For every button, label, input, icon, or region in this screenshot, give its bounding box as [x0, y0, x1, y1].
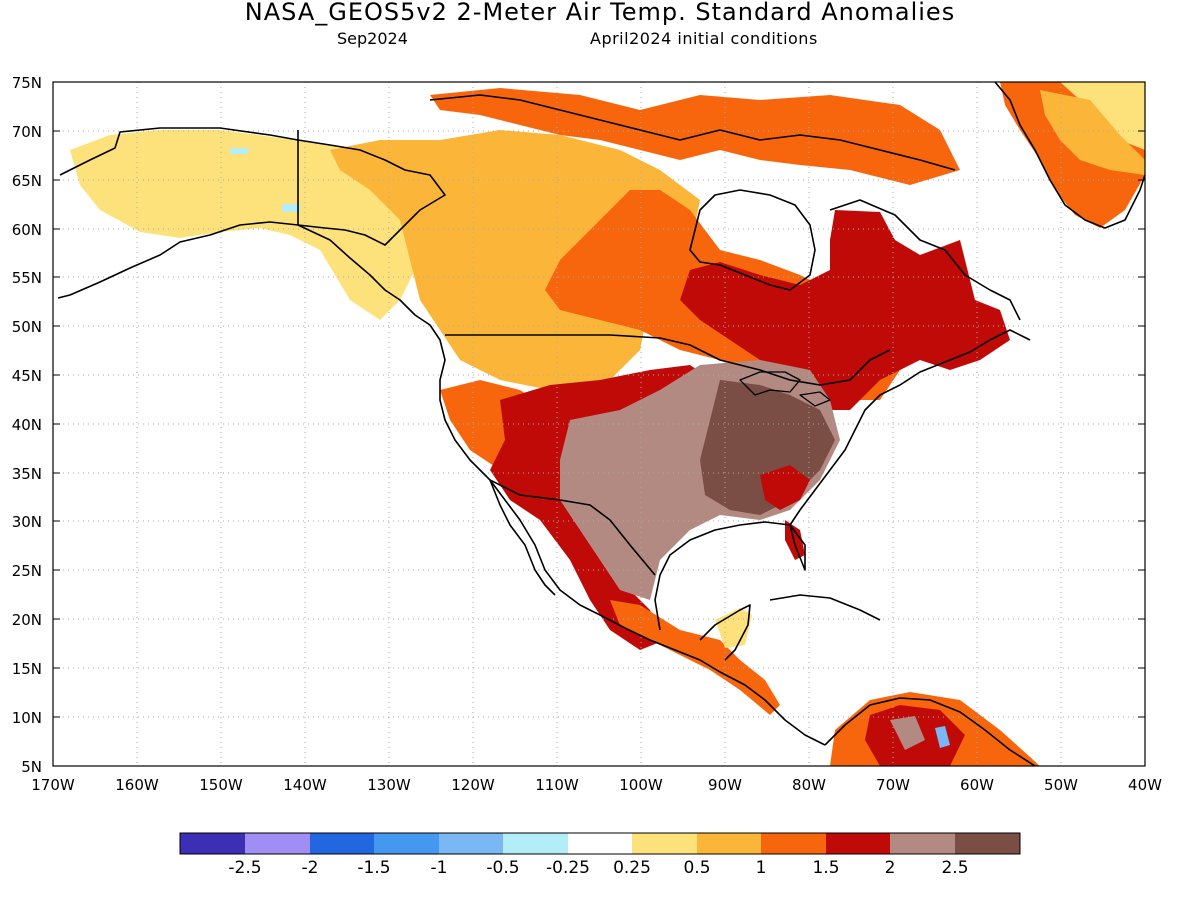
lat-label: 60N	[12, 221, 42, 239]
lat-label: 75N	[12, 74, 42, 92]
colorbar-frame	[179, 832, 1021, 855]
colorbar-label: 1	[756, 858, 767, 878]
lat-label: 10N	[12, 709, 42, 727]
coast-hudson-bay	[689, 189, 816, 291]
colorbar-swatch	[439, 833, 503, 854]
colorbar-swatch	[568, 833, 632, 854]
colorbar-swatch	[503, 833, 568, 854]
field-canada-orange	[330, 130, 700, 390]
lon-label: 130W	[367, 776, 411, 794]
lat-label: 50N	[12, 318, 42, 336]
lat-label: 70N	[12, 123, 42, 141]
longitude-labels: 170W 160W 150W 140W 130W 120W 110W 100W …	[31, 776, 1162, 794]
coast-arctic-islands	[429, 94, 956, 171]
border-us-canada	[445, 334, 891, 386]
colorbar-label: 2	[885, 858, 896, 878]
lon-label: 40W	[1128, 776, 1162, 794]
lat-label: 65N	[12, 172, 42, 190]
colorbar-swatch	[374, 833, 439, 854]
lon-label: 120W	[451, 776, 495, 794]
great-lakes	[739, 371, 831, 407]
lat-label: 30N	[12, 513, 42, 531]
lat-label: 40N	[12, 416, 42, 434]
colorbar-label: 0.25	[613, 858, 651, 878]
latitude-labels: 75N 70N 65N 60N 55N 50N 45N 40N 35N 30N …	[12, 74, 42, 776]
colorbar: -2.5 -2 -1.5 -1 -0.5 -0.25 0.25 0.5 1 1.…	[179, 832, 1021, 878]
colorbar-label: 1.5	[812, 858, 839, 878]
field-yucatan-yellow	[715, 608, 752, 648]
lon-label: 140W	[283, 776, 327, 794]
coast-gulf-mexico	[654, 521, 806, 631]
colorbar-swatch	[632, 833, 697, 854]
colorbar-swatch	[955, 833, 1020, 854]
field-s-america-tan	[890, 716, 925, 750]
lat-label: 55N	[12, 269, 42, 287]
coast-labrador	[829, 199, 1021, 321]
lat-label: 45N	[12, 367, 42, 385]
lon-label: 160W	[115, 776, 159, 794]
colorbar-swatch	[180, 833, 245, 854]
lon-label: 70W	[876, 776, 910, 794]
field-florida-red	[785, 520, 805, 560]
map-title: NASA_GEOS5v2 2-Meter Air Temp. Standard …	[244, 0, 956, 26]
lon-label: 170W	[31, 776, 75, 794]
lon-label: 50W	[1044, 776, 1078, 794]
lat-label: 35N	[12, 465, 42, 483]
lat-label: 5N	[21, 758, 42, 776]
graticule	[53, 82, 1145, 766]
colorbar-label: -0.5	[486, 858, 519, 878]
field-alaska-cold-2	[282, 204, 300, 212]
colorbar-label: -0.25	[546, 858, 590, 878]
border-us-mexico	[489, 479, 656, 576]
colorbar-label: -2.5	[228, 858, 261, 878]
coast-greenland	[994, 82, 1145, 229]
lat-label: 20N	[12, 611, 42, 629]
colorbar-swatch	[245, 833, 310, 854]
colorbar-label: -1.5	[357, 858, 390, 878]
coast-alaska	[57, 127, 446, 299]
coastlines	[57, 82, 1145, 766]
coast-baja	[489, 479, 556, 596]
colorbar-label: -2	[302, 858, 319, 878]
field-greenland-lightorange	[1040, 90, 1145, 175]
colorbar-label: 0.5	[683, 858, 710, 878]
lon-label: 90W	[708, 776, 742, 794]
lat-label: 15N	[12, 660, 42, 678]
initial-conditions: April2024 initial conditions	[590, 29, 818, 48]
colorbar-swatch	[890, 833, 955, 854]
colorbar-label: 2.5	[941, 858, 968, 878]
colorbar-label: -1	[431, 858, 448, 878]
coast-cuba	[769, 594, 881, 621]
colorbar-swatch	[826, 833, 890, 854]
field-southeast-red	[760, 465, 810, 510]
field-s-america-blue	[935, 726, 950, 748]
forecast-month: Sep2024	[337, 29, 408, 48]
coast-s-america	[824, 697, 1036, 766]
field-quebec-red	[680, 210, 1010, 410]
coast-east-us	[789, 329, 1031, 526]
lon-label: 60W	[960, 776, 994, 794]
tick-marks	[53, 81, 1145, 718]
lon-label: 80W	[792, 776, 826, 794]
coast-bc-west	[297, 224, 826, 746]
coast-yucatan	[699, 604, 751, 661]
colorbar-swatch	[310, 833, 374, 854]
lat-label: 25N	[12, 562, 42, 580]
lon-label: 150W	[199, 776, 243, 794]
anomaly-fields	[70, 82, 1145, 766]
field-alaska-yellow	[70, 130, 440, 320]
colorbar-swatch	[697, 833, 761, 854]
field-alaska-cold-1	[230, 148, 248, 154]
colorbar-swatch	[761, 833, 826, 854]
lon-label: 100W	[619, 776, 663, 794]
lon-label: 110W	[535, 776, 579, 794]
